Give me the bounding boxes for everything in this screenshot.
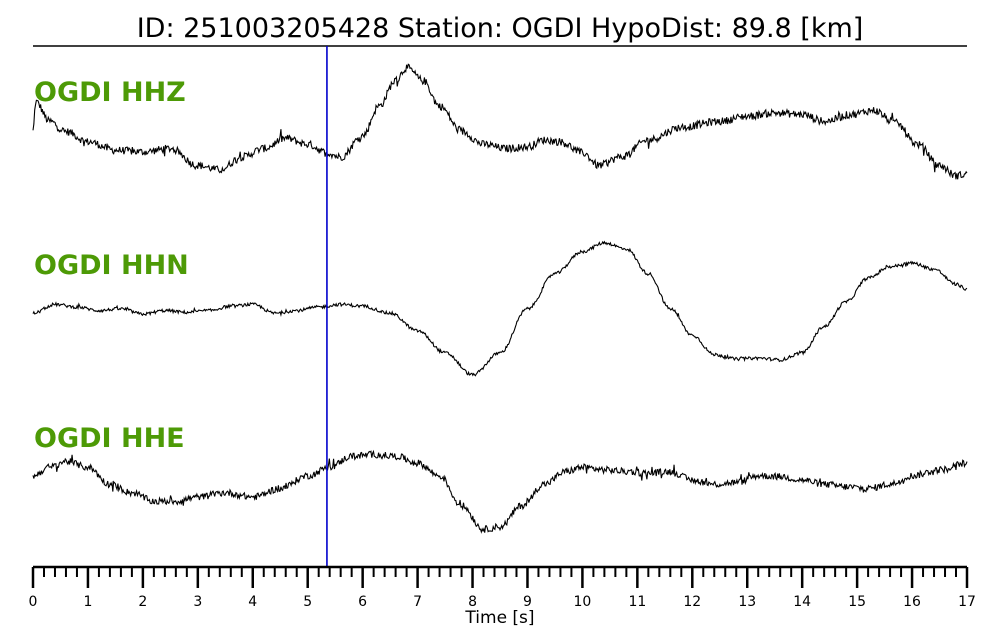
- x-tick-label: 0: [29, 594, 38, 610]
- x-tick-label: 2: [138, 594, 147, 610]
- x-tick-label: 16: [903, 594, 921, 610]
- trace-line-ogdi-hhz: [32, 63, 968, 180]
- x-tick-label: 5: [303, 594, 312, 610]
- trace-line-ogdi-hhe: [32, 449, 968, 534]
- trace-labels-group: OGDI HHZ OGDI HHN OGDI HHE: [34, 77, 189, 454]
- x-tick-label: 10: [573, 594, 591, 610]
- x-tick-label: 8: [468, 594, 477, 610]
- x-tick-label: 15: [848, 594, 866, 610]
- x-axis-label: Time [s]: [464, 608, 534, 628]
- trace-label: OGDI HHZ: [34, 77, 186, 108]
- time-axis: 0 1 2 3 4 5 6 7 8 9 10 11 12 13 14 15 16 17: [29, 565, 976, 610]
- x-tick-label: 13: [738, 594, 756, 610]
- traces-group: [32, 63, 968, 534]
- x-tick-label: 6: [358, 594, 367, 610]
- x-tick-label: 1: [83, 594, 92, 610]
- trace-line-ogdi-hhn: [32, 240, 968, 377]
- x-tick-label: 9: [523, 594, 532, 610]
- x-tick-label: 12: [683, 594, 701, 610]
- x-tick-label: 11: [628, 594, 646, 610]
- x-tick-label: 4: [248, 594, 257, 610]
- trace-label: OGDI HHE: [34, 423, 185, 454]
- figure-title: ID: 251003205428 Station: OGDI HypoDist:…: [137, 13, 864, 44]
- trace-label: OGDI HHN: [34, 250, 189, 281]
- x-tick-label: 17: [958, 594, 976, 610]
- x-tick-label: 14: [793, 594, 811, 610]
- x-tick-label: 3: [193, 594, 202, 610]
- x-tick-label: 7: [413, 594, 422, 610]
